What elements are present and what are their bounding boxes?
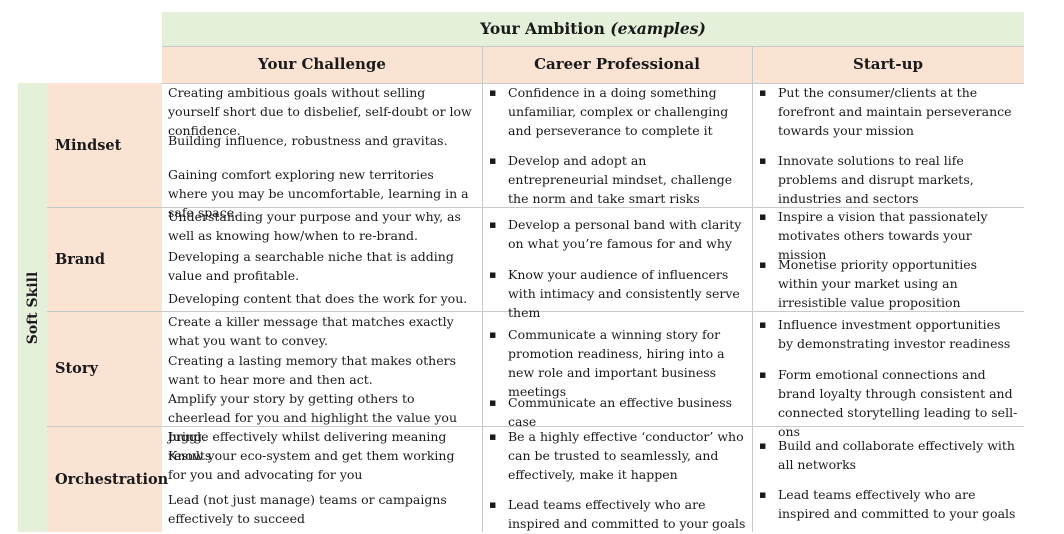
text-line: Understanding your purpose and your why,…	[168, 207, 472, 245]
text-line: Lead (not just manage) teams or campaign…	[168, 490, 472, 528]
text-line: Developing a searchable niche that is ad…	[168, 247, 472, 285]
text-line: Know your eco-system and get them workin…	[168, 446, 472, 484]
bullet-item: Know your audience of influencers with i…	[488, 265, 748, 322]
bullet-item: Develop a personal band with clarity on …	[488, 215, 748, 253]
soft-skill-label: Soft Skill	[18, 83, 47, 532]
title-suffix: (examples)	[610, 19, 706, 38]
text-line: Building influence, robustness and gravi…	[168, 131, 472, 150]
col-header-challenge: Your Challenge	[162, 46, 482, 83]
col-header-career: Career Professional	[482, 46, 752, 83]
text-line: Developing content that does the work fo…	[168, 289, 472, 308]
bullet-item: Lead teams effectively who are inspired …	[488, 495, 748, 533]
bullet-item: Innovate solutions to real life problems…	[758, 151, 1018, 208]
text-line: Creating a lasting memory that makes oth…	[168, 351, 472, 389]
ambition-table: Your Ambition (examples) Your Challenge …	[18, 12, 1024, 532]
bullet-item: Form emotional connections and brand loy…	[758, 365, 1018, 441]
table-title: Your Ambition (examples)	[162, 12, 1024, 46]
bullet-item: Put the consumer/clients at the forefron…	[758, 83, 1018, 140]
bullet-item: Communicate an effective business case	[488, 393, 748, 431]
bullet-item: Be a highly effective ‘conductor’ who ca…	[488, 427, 748, 484]
bullet-item: Develop and adopt an entrepreneurial min…	[488, 151, 748, 208]
col-header-startup: Start-up	[752, 46, 1024, 83]
bullet-item: Communicate a winning story for promotio…	[488, 325, 748, 401]
title-text: Your Ambition	[480, 19, 605, 38]
row-label-story: Story	[47, 311, 162, 426]
bullet-item: Build and collaborate effectively with a…	[758, 436, 1018, 474]
bullet-item: Influence investment opportunities by de…	[758, 315, 1018, 353]
soft-skill-text: Soft Skill	[25, 271, 41, 344]
row-label-brand: Brand	[47, 207, 162, 311]
bullet-item: Monetise priority opportunities within y…	[758, 255, 1018, 312]
bullet-item: Lead teams effectively who are inspired …	[758, 485, 1018, 523]
row-label-mindset: Mindset	[47, 83, 162, 207]
bullet-item: Confidence in a doing something unfamili…	[488, 83, 748, 140]
row-label-orchestration: Orchestration	[47, 426, 162, 532]
text-line: Create a killer message that matches exa…	[168, 312, 472, 350]
